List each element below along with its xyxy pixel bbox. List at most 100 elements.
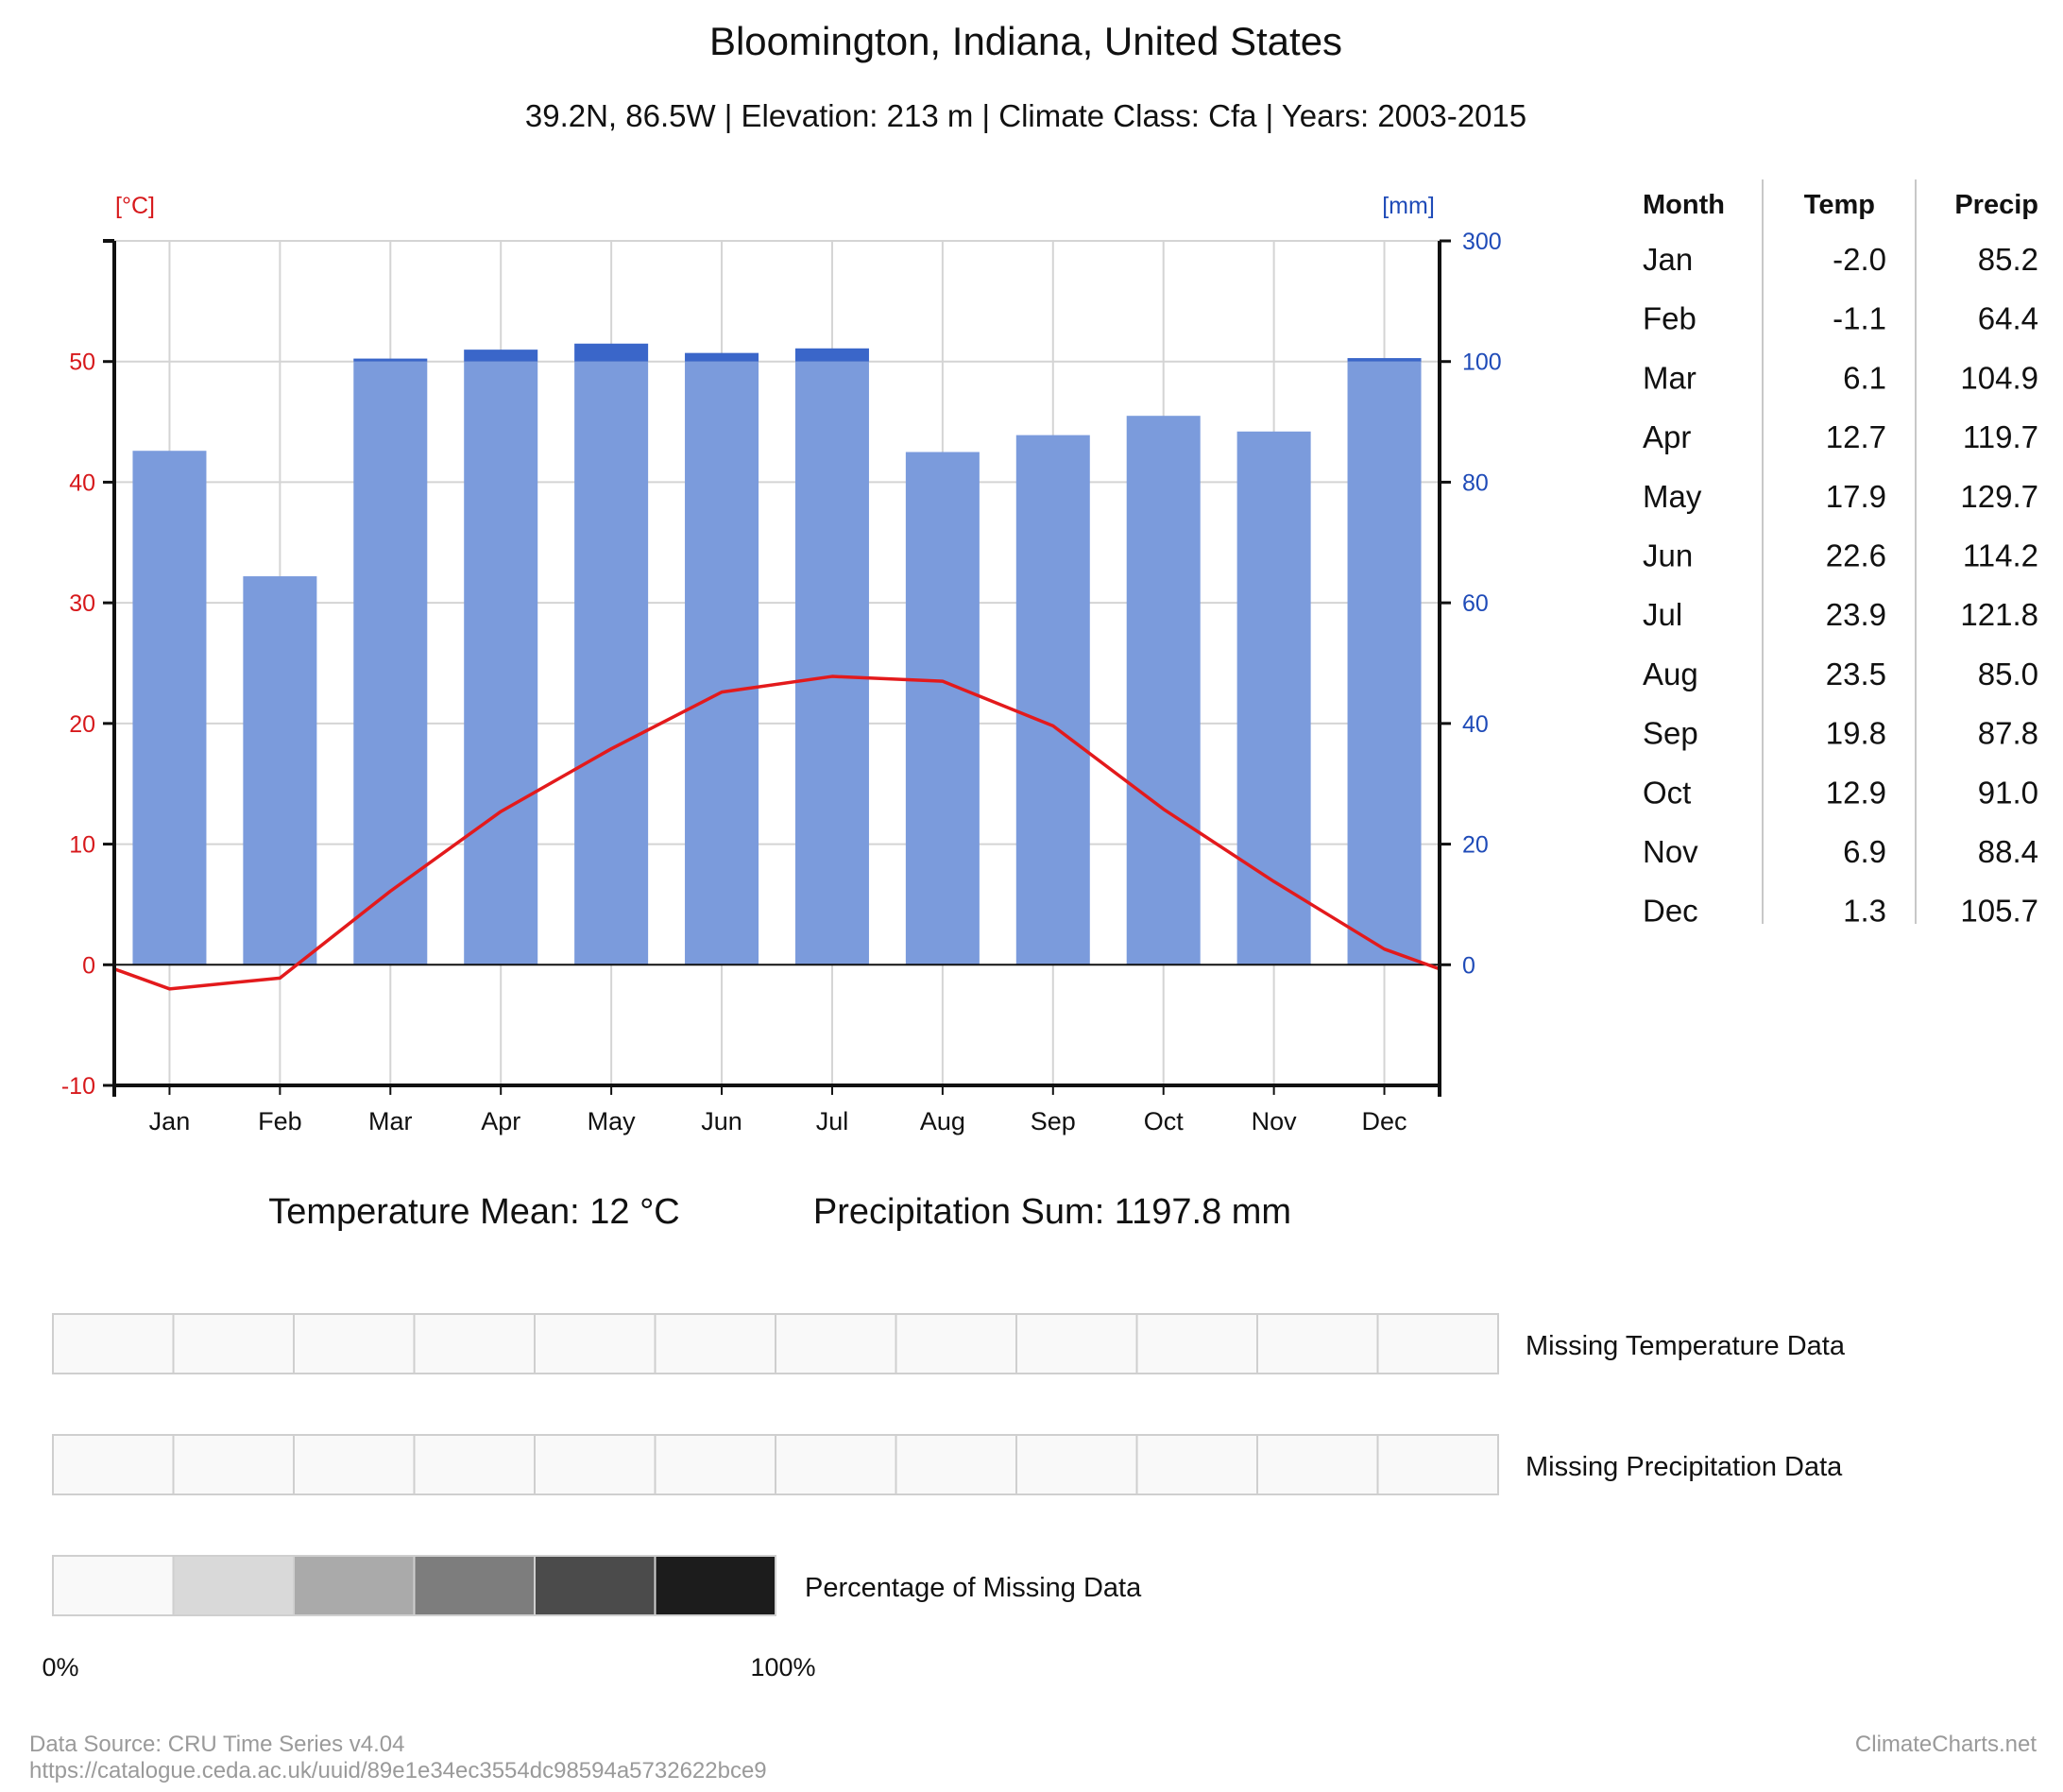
table-cell-month: Jan [1643,242,1693,277]
left-axis-tick-label: 30 [69,590,95,617]
table-cell-month: May [1643,479,1702,514]
precip-bar-excess-jul [794,348,869,362]
table-row: Mar 6.1 104.9 [1643,360,2038,395]
missing-cell-may [534,1313,656,1374]
precip-bar-excess-jun [685,352,759,362]
table-rows: Jan -2.0 85.2 Feb -1.1 64.4 Mar 6.1 104.9 Apr 12.7… [1643,242,2038,929]
left-axis-tick-label: 20 [69,711,95,738]
right-axis-tick-label: 0 [1462,952,1475,979]
table-row: Aug 23.5 85.0 [1643,657,2038,691]
precip-bar-jul [794,361,869,965]
table-cell-month: Jul [1643,597,1682,632]
missing-legend-swatch [293,1555,416,1616]
table-row: Oct 12.9 91.0 [1643,775,2038,810]
data-source: Data Source: CRU Time Series v4.04 [29,1732,405,1757]
right-axis-unit: [mm] [1382,193,1435,219]
table-row: Dec 1.3 105.7 [1643,894,2038,929]
missing-cell-dec [1376,1313,1499,1374]
missing-legend-swatch [172,1555,295,1616]
table-cell-month: Nov [1643,834,1698,869]
data-source-url: https://catalogue.ceda.ac.uk/uuid/89e1e3… [29,1758,767,1783]
chart-axes: -10 0 10 20 30 40 50 0 20 40 60 80 100 300 Jan Feb Mar Ap… [61,229,1502,1135]
table-row: May 17.9 129.7 [1643,479,2038,514]
missing-cell-jun [654,1313,776,1374]
table-row: Jul 23.9 121.8 [1643,597,2038,632]
right-axis-tick-label: 20 [1462,832,1489,859]
x-axis-label-jun: Jun [701,1107,742,1135]
x-axis-label-dec: Dec [1362,1107,1407,1135]
missing-temperature-label: Missing Temperature Data [1526,1331,1846,1361]
left-axis-tick-label: 40 [69,469,95,496]
missing-cell-nov [1256,1313,1379,1374]
precip-bar-excess-dec [1347,358,1422,362]
precip-bar-sep [1015,435,1090,965]
table-cell-temp: 23.9 [1826,597,1886,632]
missing-cell-mar [293,1434,416,1495]
missing-precipitation-strip [52,1434,1499,1495]
missing-legend-label: Percentage of Missing Data [805,1573,1142,1603]
x-axis-label-jul: Jul [816,1107,849,1135]
precip-bar-may [574,361,649,965]
precip-bar-apr [464,361,538,965]
x-axis-label-oct: Oct [1144,1107,1185,1135]
table-row: Apr 12.7 119.7 [1643,419,2038,454]
missing-temperature-strip [52,1313,1499,1374]
table-cell-temp: 1.3 [1843,894,1886,929]
precip-bar-jun [685,361,759,965]
missing-legend-max: 100% [750,1653,815,1681]
climate-chart: -10 0 10 20 30 40 50 0 20 40 60 80 100 300 Jan Feb Mar Ap… [61,193,1502,1135]
x-axis-label-mar: Mar [368,1107,413,1135]
page-subtitle: 39.2N, 86.5W | Elevation: 213 m | Climat… [525,98,1526,133]
precip-bar-jan [132,451,207,965]
table-cell-month: Feb [1643,301,1696,336]
table-cell-precip: 88.4 [1978,834,2038,869]
x-axis-label-may: May [588,1107,637,1135]
table-cell-temp: 19.8 [1826,716,1886,751]
table-cell-precip: 121.8 [1960,597,2038,632]
table-cell-temp: 6.9 [1843,834,1886,869]
table-row: Sep 19.8 87.8 [1643,716,2038,751]
table-cell-precip: 85.2 [1978,242,2038,277]
missing-cell-jan [52,1313,175,1374]
table-cell-precip: 87.8 [1978,716,2038,751]
x-axis-label-aug: Aug [920,1107,965,1135]
missing-cell-jul [775,1313,897,1374]
table-cell-precip: 91.0 [1978,775,2038,810]
climate-table: Month Temp Precip Jan -2.0 85.2 Feb -1.1 64.4… [1643,179,2038,929]
table-cell-temp: 12.7 [1826,419,1886,454]
missing-cell-aug [895,1313,1017,1374]
table-cell-temp: -1.1 [1833,301,1886,336]
missing-cell-apr [413,1313,536,1374]
missing-legend-swatch [52,1555,175,1616]
left-axis-tick-label: -10 [61,1073,95,1100]
missing-cell-feb [172,1434,295,1495]
precipitation-sum: Precipitation Sum: 1197.8 mm [813,1192,1291,1232]
precip-bar-feb [243,576,317,965]
table-header-precip: Precip [1954,190,2038,220]
right-axis-tick-label: 60 [1462,590,1489,617]
table-cell-temp: -2.0 [1833,242,1886,277]
missing-cell-feb [172,1313,295,1374]
brand-label: ClimateCharts.net [1855,1732,2037,1757]
table-header-temp: Temp [1804,190,1875,220]
table-cell-temp: 17.9 [1826,479,1886,514]
table-header-month: Month [1643,190,1725,220]
table-cell-precip: 105.7 [1960,894,2038,929]
x-axis-label-apr: Apr [481,1107,520,1135]
page-title: Bloomington, Indiana, United States [709,19,1342,63]
table-cell-precip: 119.7 [1963,419,2038,454]
left-axis-tick-label: 50 [69,350,95,376]
table-row: Jan -2.0 85.2 [1643,242,2038,277]
x-axis-label-feb: Feb [258,1107,302,1135]
table-row: Nov 6.9 88.4 [1643,834,2038,869]
missing-cell-dec [1376,1434,1499,1495]
precip-bar-excess-apr [464,350,538,362]
missing-precipitation-label: Missing Precipitation Data [1526,1452,1843,1482]
missing-legend-swatch [413,1555,536,1616]
temp-line [113,674,1441,991]
table-cell-precip: 64.4 [1978,301,2038,336]
right-axis-tick-label: 40 [1462,711,1489,738]
missing-data-legend [52,1555,776,1616]
table-cell-month: Aug [1643,657,1698,691]
precip-bar-dec [1347,361,1422,965]
